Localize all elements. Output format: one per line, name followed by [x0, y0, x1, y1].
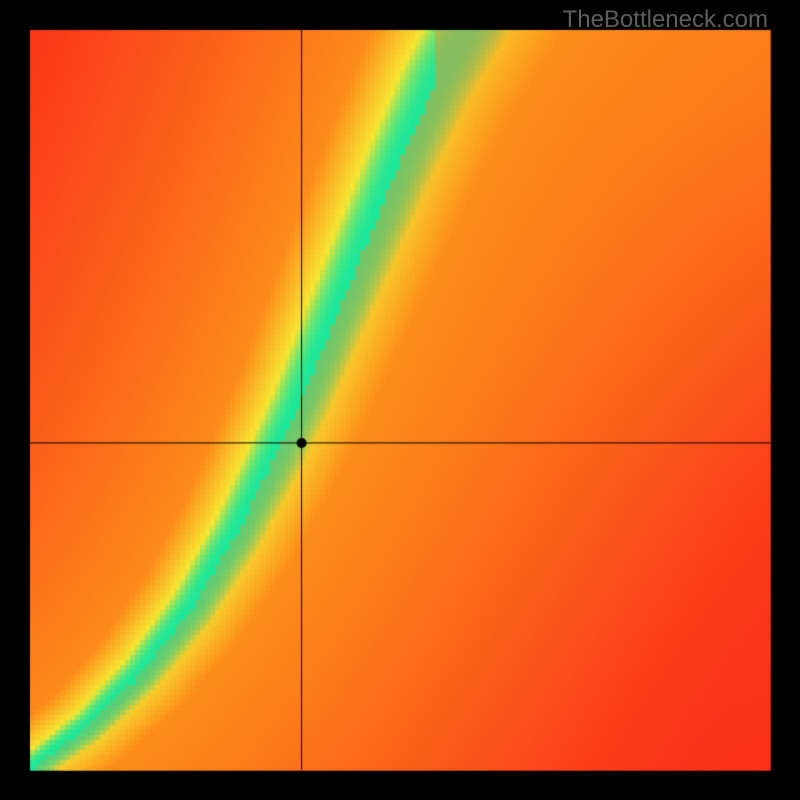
heatmap-canvas: [0, 0, 800, 800]
watermark-text: TheBottleneck.com: [563, 6, 768, 34]
chart-container: TheBottleneck.com: [0, 0, 800, 800]
